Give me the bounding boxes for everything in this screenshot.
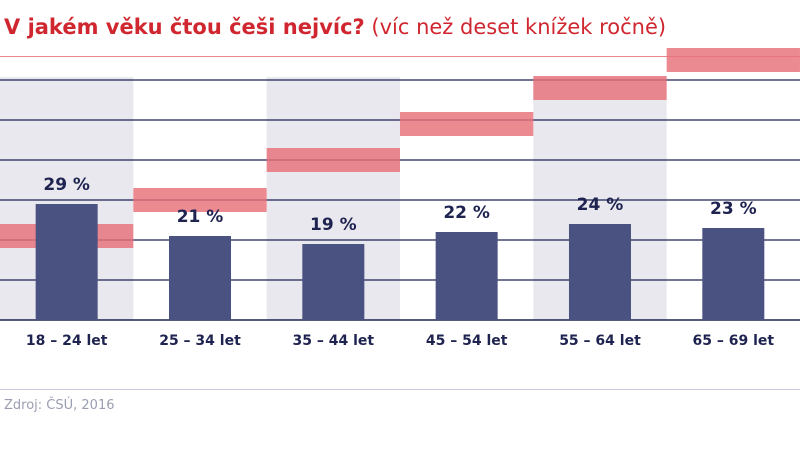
title-divider <box>0 56 800 57</box>
x-tick-label: 65 – 69 let <box>693 333 775 349</box>
bar <box>702 228 765 320</box>
source-note: Zdroj: ČSÚ, 2016 <box>4 398 115 413</box>
step-band <box>666 48 800 72</box>
chart-title-main: V jakém věku čtou češi nejvíc? <box>4 15 365 39</box>
data-label: 19 % <box>310 215 357 235</box>
footer-divider <box>0 389 800 390</box>
x-tick-label: 25 – 34 let <box>159 333 241 349</box>
chart-title-sub: (víc než deset knížek ročně) <box>371 15 667 39</box>
chart-title: V jakém věku čtou češi nejvíc? (víc než … <box>4 10 666 44</box>
data-label: 21 % <box>177 207 224 227</box>
step-band <box>133 188 267 212</box>
data-label: 29 % <box>43 175 90 195</box>
x-tick-label: 55 – 64 let <box>559 333 641 349</box>
x-tick-label: 35 – 44 let <box>293 333 375 349</box>
data-label: 22 % <box>443 203 490 223</box>
x-tick-label: 45 – 54 let <box>426 333 508 349</box>
bar <box>168 236 231 320</box>
bar <box>435 232 498 320</box>
bar <box>302 244 365 320</box>
step-band <box>533 76 667 100</box>
bar <box>568 224 631 320</box>
x-tick-label: 18 – 24 let <box>26 333 108 349</box>
data-label: 23 % <box>710 199 757 219</box>
data-label: 24 % <box>577 195 624 215</box>
step-band <box>266 148 400 172</box>
bar <box>35 204 98 320</box>
step-band <box>399 112 534 136</box>
